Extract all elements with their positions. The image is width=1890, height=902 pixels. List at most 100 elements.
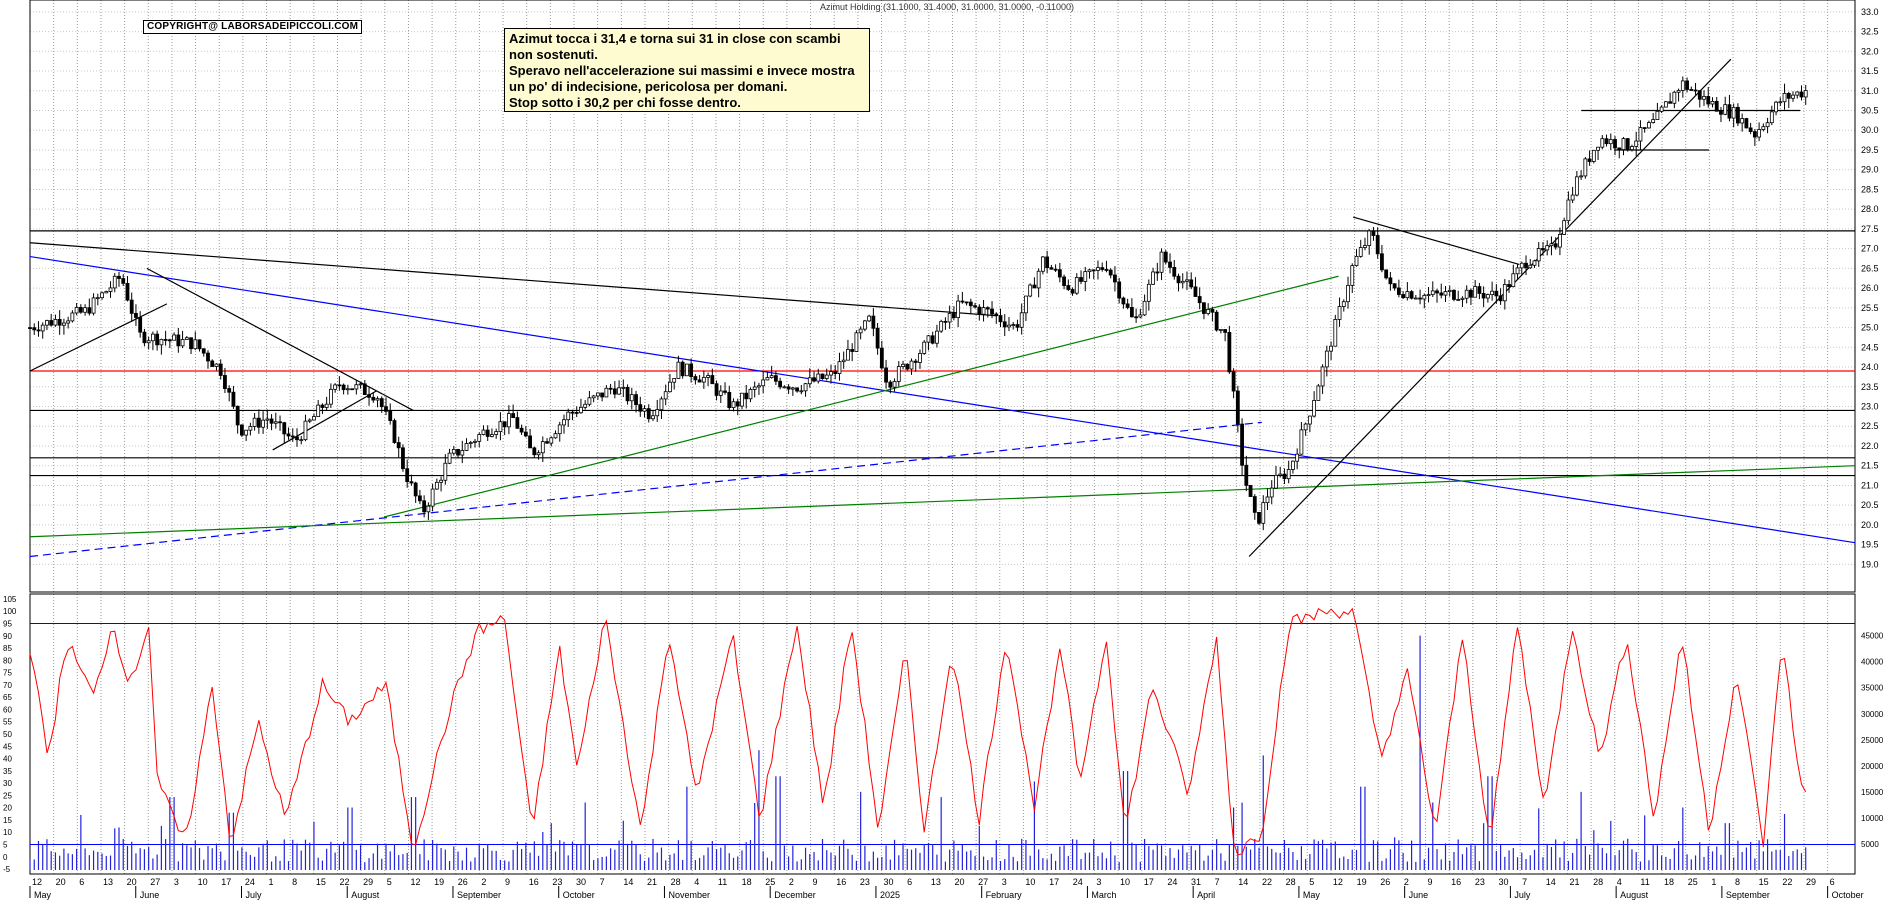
day-tick-label: 3 bbox=[1002, 877, 1007, 887]
oscillator-series bbox=[29, 607, 1807, 856]
month-label: December bbox=[774, 890, 816, 900]
month-label: May bbox=[34, 890, 52, 900]
day-tick-label: 16 bbox=[1451, 877, 1461, 887]
oscillator-tick-label: 20 bbox=[3, 804, 12, 813]
candle-body bbox=[490, 434, 494, 437]
candle-body bbox=[879, 347, 884, 369]
candle-body bbox=[1617, 147, 1622, 150]
candle-body bbox=[922, 341, 927, 354]
candle-body bbox=[727, 391, 732, 409]
candle-body bbox=[604, 387, 609, 398]
candle-body bbox=[1761, 126, 1766, 130]
day-tick-label: 8 bbox=[1735, 877, 1740, 887]
candle-body bbox=[74, 307, 79, 314]
candle-body bbox=[638, 404, 643, 412]
candle-body bbox=[388, 410, 393, 421]
candle-body bbox=[1570, 194, 1575, 201]
oscillator-tick-label: 35 bbox=[3, 767, 12, 776]
candle-body bbox=[261, 419, 265, 428]
price-tick-label: 27.5 bbox=[1861, 224, 1879, 234]
candle-body bbox=[1053, 268, 1058, 271]
candle-body bbox=[655, 409, 660, 417]
candle-body bbox=[1651, 119, 1656, 123]
day-tick-label: 14 bbox=[1238, 877, 1248, 887]
candle-body bbox=[240, 424, 244, 436]
price-tick-label: 27.0 bbox=[1861, 244, 1879, 254]
candle-body bbox=[1723, 104, 1728, 115]
candle-body bbox=[600, 392, 605, 398]
candle-body bbox=[248, 426, 253, 431]
candle-body bbox=[1524, 262, 1528, 269]
candle-body bbox=[706, 375, 710, 378]
candle-body bbox=[846, 349, 850, 361]
candle-body bbox=[244, 429, 249, 436]
candle-body bbox=[295, 436, 299, 441]
candle-body bbox=[146, 340, 151, 344]
candle-body bbox=[977, 306, 982, 315]
candle-body bbox=[829, 371, 833, 376]
candle-body bbox=[129, 299, 134, 314]
month-label: February bbox=[986, 890, 1023, 900]
candle-body bbox=[1748, 127, 1753, 133]
candle-body bbox=[506, 413, 511, 428]
candle-body bbox=[1206, 309, 1211, 314]
candle-body bbox=[1422, 295, 1427, 300]
candle-body bbox=[608, 387, 613, 390]
candle-body bbox=[1553, 243, 1558, 248]
day-tick-label: 12 bbox=[1333, 877, 1343, 887]
candle-body bbox=[935, 330, 939, 344]
candle-body bbox=[1697, 90, 1702, 100]
day-tick-label: 13 bbox=[931, 877, 941, 887]
candle-body bbox=[100, 292, 104, 299]
day-tick-label: 26 bbox=[458, 877, 468, 887]
candle-body bbox=[430, 488, 435, 507]
candle-body bbox=[769, 375, 774, 378]
candle-body bbox=[1371, 230, 1376, 236]
candle-body bbox=[511, 413, 516, 418]
candle-body bbox=[1070, 289, 1075, 294]
candle-body bbox=[1714, 101, 1719, 112]
candle-body bbox=[1214, 311, 1219, 331]
candle-body bbox=[1566, 199, 1571, 222]
trendline bbox=[272, 390, 378, 451]
candle-body bbox=[53, 319, 58, 326]
oscillator-tick-label: 10 bbox=[3, 828, 12, 837]
candle-body bbox=[990, 308, 994, 315]
price-tick-label: 30.0 bbox=[1861, 125, 1879, 135]
day-tick-label: 30 bbox=[884, 877, 894, 887]
candle-body bbox=[1672, 91, 1677, 104]
candle-body bbox=[1587, 158, 1592, 162]
candle-body bbox=[70, 312, 75, 322]
candle-body bbox=[1299, 429, 1304, 455]
candle-body bbox=[456, 448, 460, 456]
candle-body bbox=[1278, 473, 1283, 476]
candle-body bbox=[1151, 271, 1155, 285]
candle-body bbox=[66, 320, 71, 324]
candle-body bbox=[265, 418, 270, 421]
candle-body bbox=[134, 312, 138, 318]
candle-body bbox=[1159, 251, 1164, 273]
price-tick-label: 32.5 bbox=[1861, 27, 1879, 37]
candle-body bbox=[498, 421, 503, 432]
candle-body bbox=[477, 434, 482, 442]
candle-body bbox=[138, 317, 143, 333]
candle-body bbox=[176, 334, 181, 347]
candle-body bbox=[87, 307, 92, 314]
candle-body bbox=[1146, 283, 1151, 302]
candle-body bbox=[1117, 281, 1122, 299]
oscillator-tick-label: 0 bbox=[3, 853, 8, 862]
candle-body bbox=[862, 320, 867, 330]
candle-body bbox=[1096, 267, 1100, 271]
candle-body bbox=[820, 373, 825, 379]
candle-body bbox=[1172, 266, 1177, 277]
candle-body bbox=[1485, 294, 1490, 299]
candle-body bbox=[104, 291, 109, 294]
candle-body bbox=[1477, 286, 1482, 294]
day-tick-label: 9 bbox=[813, 877, 818, 887]
candle-body bbox=[405, 468, 410, 483]
candle-body bbox=[1574, 176, 1579, 196]
day-tick-label: 24 bbox=[1073, 877, 1083, 887]
candle-body bbox=[210, 360, 215, 367]
candle-body bbox=[1341, 301, 1346, 307]
price-tick-label: 31.0 bbox=[1861, 86, 1879, 96]
